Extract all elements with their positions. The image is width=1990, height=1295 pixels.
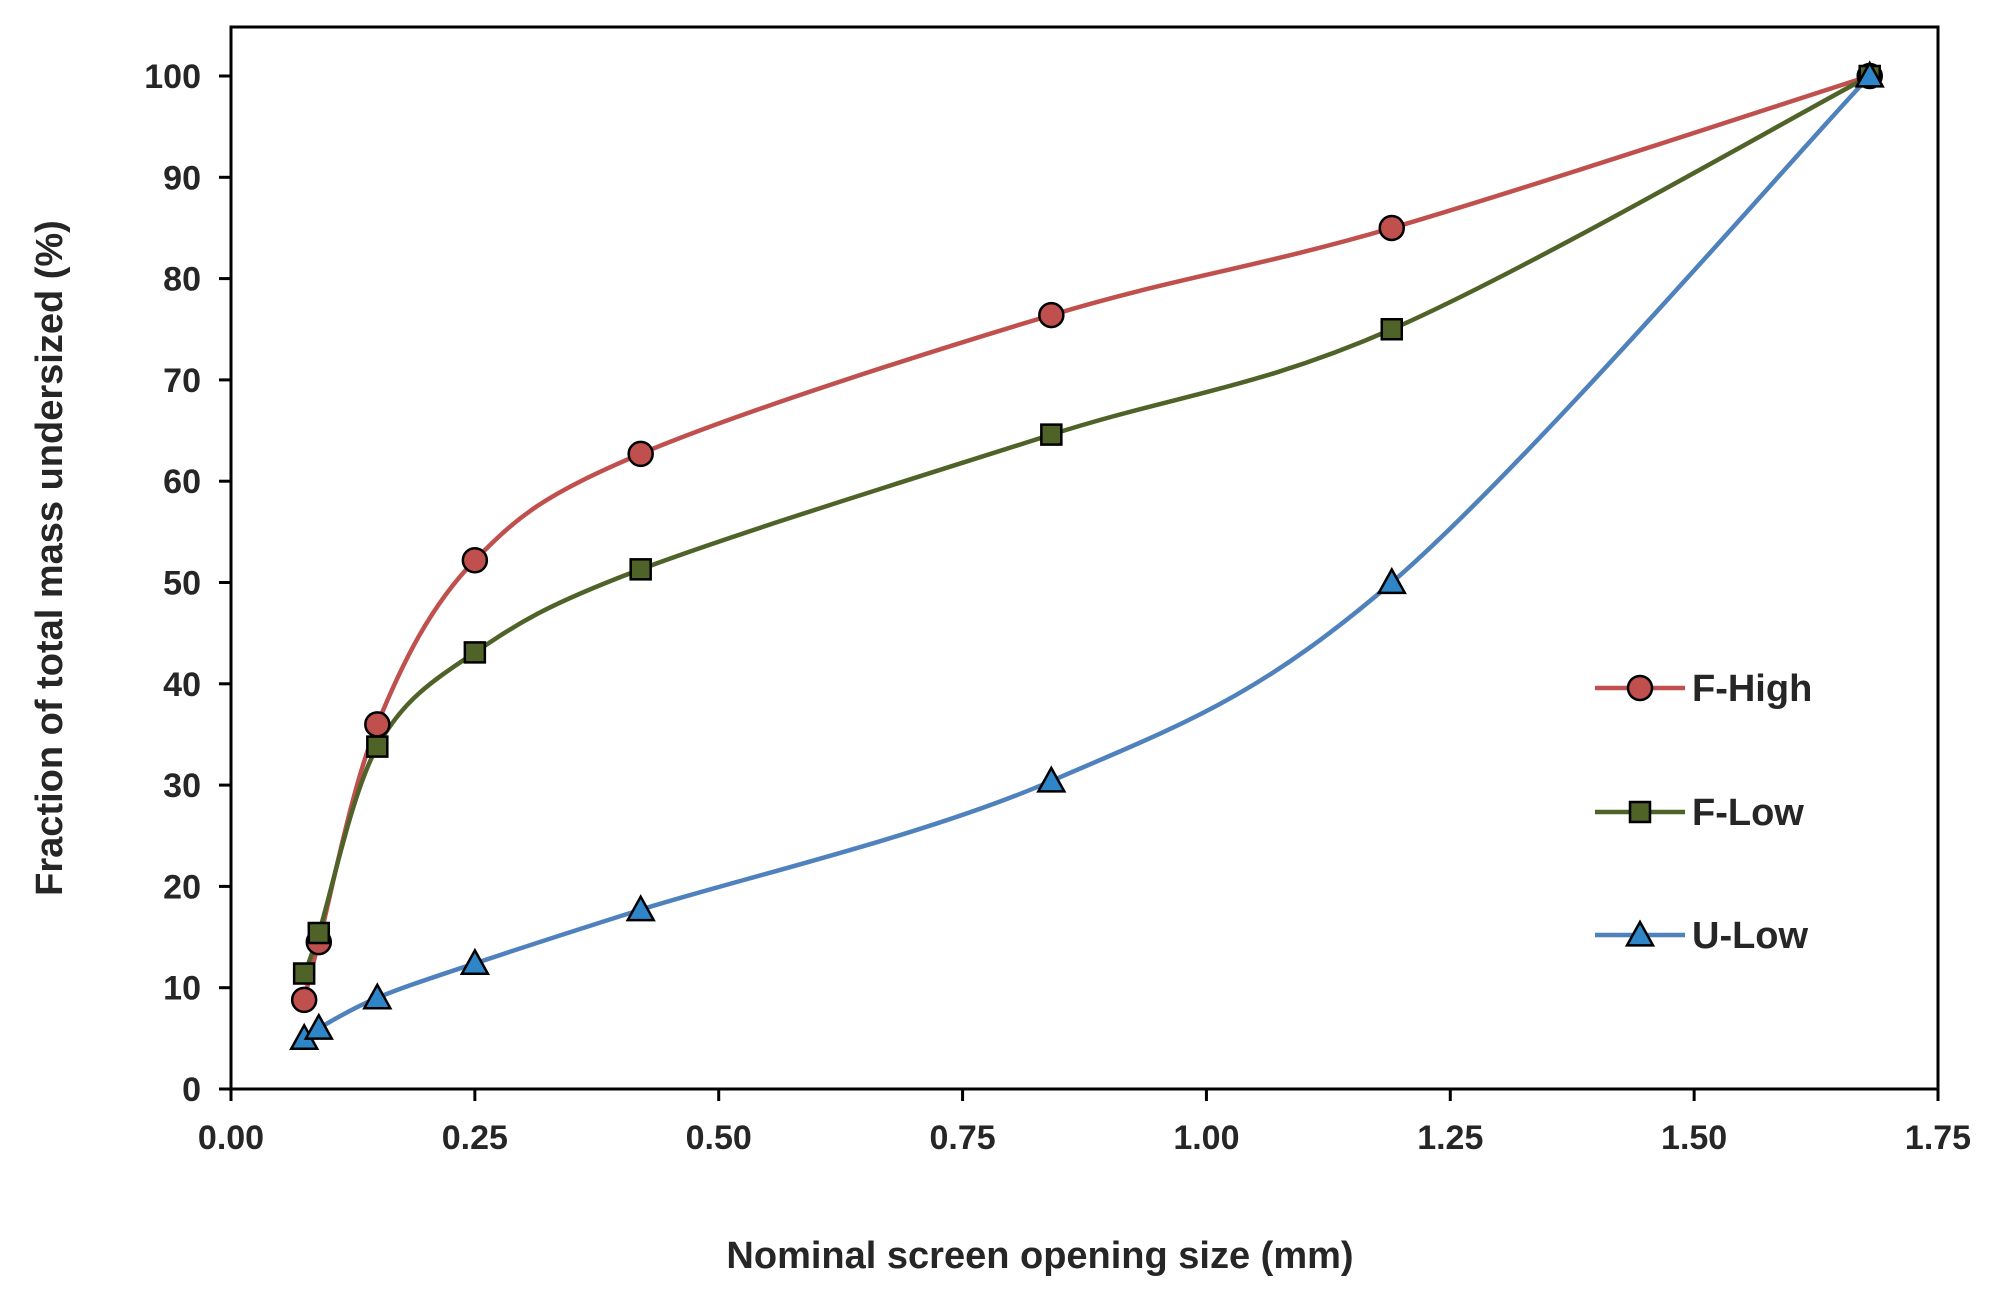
data-point-u-low (1854, 60, 1885, 88)
x-tick-label: 1.75 (1905, 1119, 1971, 1157)
y-tick-label: 30 (163, 767, 201, 805)
x-tick-label: 1.00 (1173, 1119, 1239, 1157)
y-axis-ticks: 0 10 20 30 40 50 60 70 80 90 100 (144, 58, 231, 1109)
data-point-f-high (461, 546, 489, 574)
legend-marker-f-high (1626, 674, 1654, 702)
legend: F-High F-Low U-Low (1595, 668, 1812, 957)
data-point-f-high (627, 440, 654, 468)
legend-label-f-low: F-Low (1692, 792, 1804, 834)
data-point-f-low (463, 641, 487, 664)
y-axis-title: Fraction of total mass undersized (%) (29, 220, 71, 896)
y-tick-label: 90 (163, 159, 201, 197)
data-point-f-low (366, 735, 389, 758)
y-tick-label: 0 (182, 1071, 201, 1109)
y-tick-label: 50 (163, 565, 201, 603)
x-tick-label: 1.50 (1661, 1119, 1727, 1157)
y-tick-label: 100 (144, 58, 201, 96)
series-markers (289, 60, 1885, 1051)
y-tick-label: 40 (163, 666, 201, 704)
data-point-f-high (1378, 214, 1406, 242)
y-tick-label: 60 (163, 463, 201, 501)
data-point-f-high (1038, 301, 1065, 329)
data-point-u-low (303, 1012, 334, 1040)
series-line-f-high (302, 73, 1871, 1001)
y-tick-label: 10 (163, 970, 201, 1008)
series-lines (302, 73, 1872, 1041)
data-point-f-high (364, 711, 391, 738)
data-point-u-low (1036, 765, 1067, 793)
data-point-f-low (292, 962, 316, 985)
data-point-u-low (362, 982, 393, 1010)
legend-marker-f-low (1628, 800, 1652, 824)
x-tick-label: 0.75 (929, 1119, 995, 1157)
data-point-f-low (1380, 318, 1404, 341)
series-line-f-low (302, 74, 1871, 975)
data-point-u-low (459, 947, 491, 976)
y-tick-label: 20 (163, 868, 201, 906)
plot-area-frame (229, 25, 1940, 1091)
data-point-f-low (1040, 423, 1063, 446)
legend-label-u-low: U-Low (1692, 915, 1809, 957)
data-point-f-low (629, 558, 652, 581)
data-point-f-low (307, 921, 331, 945)
data-point-u-low (625, 894, 656, 922)
x-tick-label: 0.25 (442, 1119, 508, 1157)
x-tick-label: 0.50 (686, 1119, 752, 1157)
legend-marker-u-low (1624, 919, 1656, 947)
data-point-u-low (1376, 566, 1407, 595)
x-axis-ticks: 0.00 0.25 0.50 0.75 1.00 1.25 1.50 1.75 (198, 1089, 1971, 1157)
x-tick-label: 0.00 (198, 1119, 264, 1157)
x-tick-label: 1.25 (1417, 1119, 1483, 1157)
y-tick-label: 80 (163, 261, 201, 299)
series-line-u-low (302, 74, 1872, 1041)
x-axis-title: Nominal screen opening size (mm) (726, 1235, 1353, 1277)
data-point-f-high (290, 986, 318, 1014)
legend-label-f-high: F-High (1692, 668, 1812, 710)
y-tick-label: 70 (163, 362, 201, 400)
